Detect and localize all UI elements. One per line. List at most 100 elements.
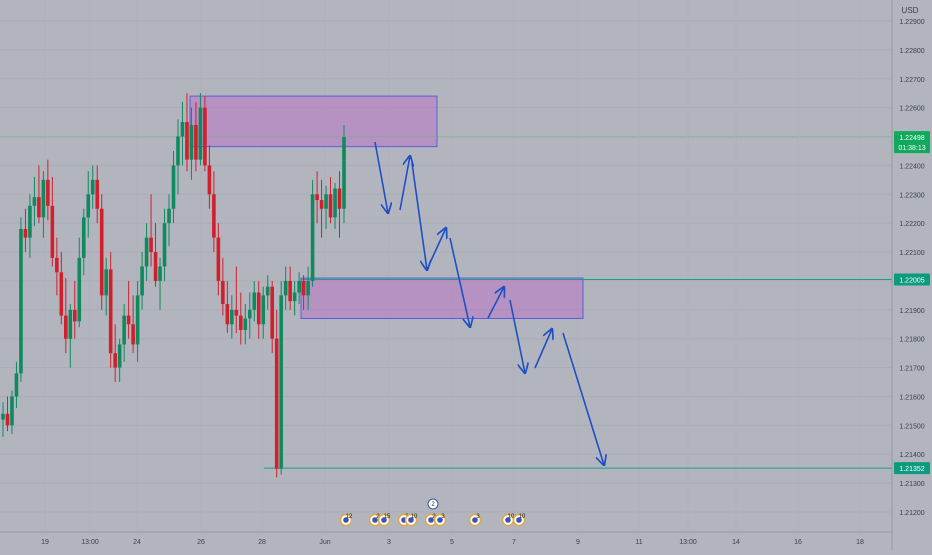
time-axis[interactable]: 19 13:00 24 26 28 Jun 3 5 7 9 11 13:00 14 16 18 [41,539,864,546]
price-tick-label: 1.21600 [899,394,924,401]
zones [189,95,584,319]
candle-up [122,304,126,362]
projection-arrows [374,141,604,465]
projection-arrow [428,228,446,266]
countdown-label: 01:38:13 [898,145,925,152]
flag-icon [372,517,378,523]
candle-body [162,223,167,267]
price-tick-label: 1.22600 [899,106,924,113]
candle-body [55,257,59,273]
candle-body [77,257,82,322]
candle-body [203,107,207,166]
candle-body [68,309,73,339]
candle-down [301,275,306,310]
candle-body [46,179,50,206]
candle-up [297,272,301,305]
candle-body [310,194,315,281]
time-tick-label: 5 [450,539,454,546]
candle-body [216,237,221,281]
event-badge: 15 [377,513,391,527]
price-tick-label: 1.21200 [899,510,924,517]
candle-down [23,208,28,253]
candle-down [256,280,261,339]
projection-arrow [449,237,470,327]
time-tick-label: 14 [732,539,740,546]
projection-arrow [399,156,410,211]
candle-up [265,275,270,310]
event-badge: 10 [404,513,418,527]
candle-body [99,208,104,296]
candle-up [324,185,328,229]
candle-up [243,304,248,345]
candle-body [72,309,77,322]
candle-up [41,171,46,238]
candle-body [140,266,144,296]
candle-down [274,309,279,478]
candle-up [14,361,19,409]
candle-up [306,266,310,310]
candle-body [64,315,68,339]
candle-body [171,165,176,209]
candle-body [324,194,328,209]
event-badge-count: 3 [441,514,445,520]
flag-icon [437,517,443,523]
candle-body [265,286,270,296]
candle-up [135,280,140,362]
price-tick-label: 1.22800 [899,48,924,55]
candle-down [108,252,113,368]
candle-up [144,223,149,281]
candle-body [90,179,95,195]
candle-up [32,176,37,227]
event-badge: 3 [468,513,482,527]
candle-body [167,208,171,224]
candle-body [41,179,46,218]
candle-body [279,295,283,469]
candle-body [14,373,19,397]
candle-body [28,205,32,238]
candle-body [185,122,189,160]
price-axis[interactable]: 1.229001.228001.227001.226001.225001.224… [894,19,930,517]
time-tick-label: 28 [258,539,266,546]
candle-body [306,280,310,296]
candle-up [90,165,95,209]
candle-body [225,304,230,325]
candle-body [198,107,203,160]
candle-body [19,228,23,374]
candle-up [198,93,203,166]
candle-up [171,150,176,224]
candle-up [10,390,14,435]
candle-up [140,252,144,310]
price-tick-label: 1.21400 [899,452,924,459]
projection-arrow [487,287,504,319]
candle-down [95,165,100,224]
candle-down [315,171,319,224]
candle-down [5,396,10,432]
candle-down [207,145,212,209]
candle-body [86,194,91,218]
candle-down [328,176,333,224]
projection-arrow [534,329,552,369]
candle-body [243,318,248,331]
candle-body [337,188,342,209]
candle-down [99,194,104,310]
candle-down [153,223,158,287]
candle-up [261,286,266,339]
time-tick-label: 7 [512,539,516,546]
candle-body [328,194,333,218]
candle-down [221,257,225,316]
candle-body [342,137,346,209]
candle-up [162,208,167,281]
price-tick-label: 1.22700 [899,77,924,84]
event-badge-count: 10 [411,514,418,520]
candle-body [230,309,234,325]
candle-body [234,309,239,316]
flag-icon [408,517,414,523]
current-price-tag [894,131,930,154]
candle-up [1,402,5,437]
candle-body [153,252,158,281]
candle-body [5,413,10,426]
candle-body [239,315,243,331]
level-price-label: 1.21352 [899,466,924,473]
